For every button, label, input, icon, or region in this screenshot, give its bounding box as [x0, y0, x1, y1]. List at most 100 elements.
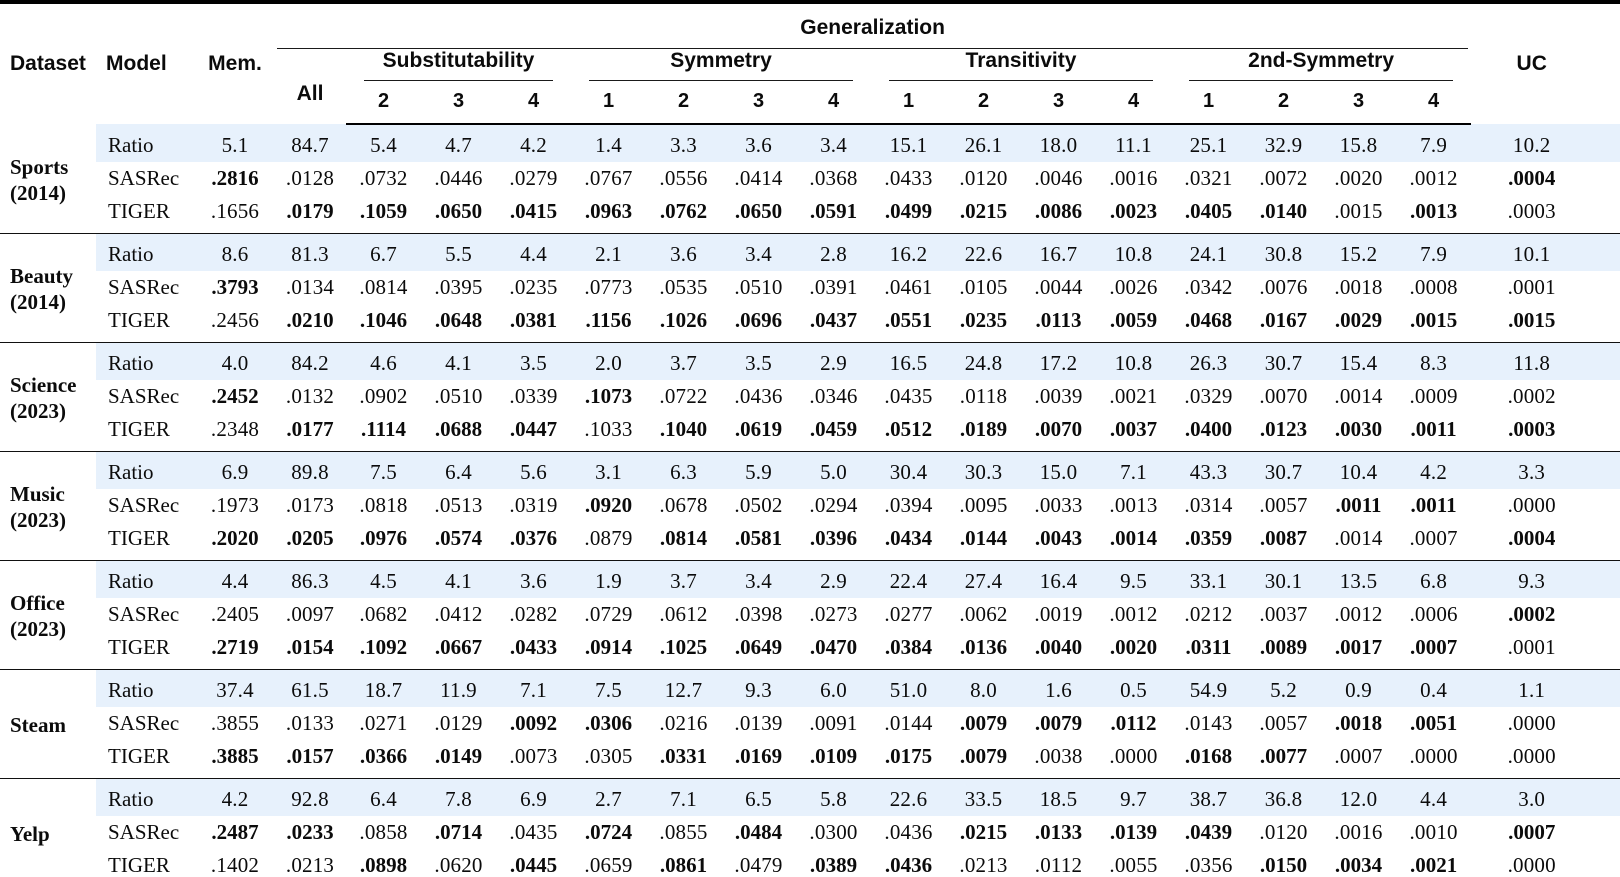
value-cell: .0129 — [434, 711, 483, 735]
value-cell: .1156 — [585, 308, 632, 332]
value-cell: .0398 — [734, 602, 783, 626]
value-cell: .0087 — [1259, 526, 1308, 550]
value-cell: .0359 — [1184, 526, 1233, 550]
value-cell: .2452 — [211, 384, 259, 408]
value-cell: .0026 — [1109, 275, 1158, 299]
value-cell: .0018 — [1334, 275, 1383, 299]
value-cell: .0023 — [1109, 199, 1158, 223]
value-cell: .0446 — [434, 166, 483, 190]
table-header: Dataset Model Mem. Generalization UC All… — [0, 2, 1620, 125]
value-cell: .0033 — [1034, 493, 1083, 517]
value-cell: 1.4 — [571, 124, 646, 162]
value-cell: 10.1 — [1471, 233, 1620, 271]
value-cell: .0510 — [434, 384, 483, 408]
value-cell: .0650 — [434, 199, 483, 223]
dataset-group: Beauty (2014) Ratio 8.6 81.3 6.7 5.5 4.4 2.1 3.6 3… — [0, 233, 1620, 343]
value-cell: .0133 — [285, 711, 335, 735]
value-cell: .0008 — [1409, 275, 1458, 299]
dataset-label: Science (2023) — [0, 342, 96, 452]
value-cell: .0079 — [1034, 711, 1083, 735]
value-cell: 92.8 — [274, 778, 346, 816]
value-cell: .0696 — [734, 308, 783, 332]
value-cell: 3.4 — [721, 233, 796, 271]
value-cell: 0.9 — [1321, 669, 1396, 707]
value-cell: .0976 — [359, 526, 408, 550]
value-cell: .0437 — [809, 308, 858, 332]
value-cell: .0329 — [1184, 384, 1233, 408]
value-cell: .0000 — [1507, 493, 1556, 517]
value-cell: 10.2 — [1471, 124, 1620, 162]
value-cell: 25.1 — [1171, 124, 1246, 162]
value-cell: .0021 — [1409, 853, 1458, 877]
model-label: TIGER — [108, 744, 170, 768]
value-cell: .0000 — [1109, 744, 1158, 768]
value-cell: .0037 — [1259, 602, 1308, 626]
value-cell: 3.5 — [496, 342, 571, 380]
value-cell: .0011 — [1410, 417, 1457, 441]
value-cell: .0502 — [734, 493, 783, 517]
value-cell: .0051 — [1409, 711, 1458, 735]
value-cell: 43.3 — [1171, 451, 1246, 489]
value-cell: .0282 — [509, 602, 558, 626]
value-cell: .0000 — [1507, 853, 1556, 877]
value-cell: 10.4 — [1321, 451, 1396, 489]
col-header-mem: Mem. — [208, 52, 262, 75]
value-cell: .0215 — [959, 820, 1008, 844]
value-cell: .0434 — [884, 526, 933, 550]
value-cell: .0556 — [659, 166, 708, 190]
value-cell: .0079 — [959, 744, 1008, 768]
value-cell: 7.9 — [1396, 124, 1472, 162]
value-cell: 0.5 — [1096, 669, 1171, 707]
value-cell: 5.9 — [721, 451, 796, 489]
value-cell: .0213 — [285, 853, 335, 877]
value-cell: .0235 — [509, 275, 558, 299]
value-cell: .0016 — [1334, 820, 1383, 844]
value-cell: .0105 — [959, 275, 1008, 299]
value-cell: .0070 — [1259, 384, 1308, 408]
model-label: Ratio — [96, 560, 196, 598]
value-cell: .0389 — [809, 853, 858, 877]
value-cell: 5.2 — [1246, 669, 1321, 707]
value-cell: 6.9 — [196, 451, 274, 489]
value-cell: 27.4 — [946, 560, 1021, 598]
value-cell: 4.2 — [1396, 451, 1472, 489]
col-header-all: All — [296, 81, 324, 105]
value-cell: .0097 — [285, 602, 335, 626]
value-cell: .0394 — [884, 493, 933, 517]
value-cell: 1.6 — [1021, 669, 1096, 707]
col-header-transitivity: Transitivity — [871, 49, 1171, 81]
value-cell: .0095 — [959, 493, 1008, 517]
value-cell: .0057 — [1259, 711, 1308, 735]
value-cell: .0513 — [434, 493, 483, 517]
model-label: TIGER — [108, 308, 170, 332]
subcol-header: 3 — [1321, 81, 1396, 125]
subcol-header: 2 — [346, 81, 421, 125]
value-cell: .0014 — [1334, 384, 1383, 408]
value-cell: .1973 — [210, 493, 260, 517]
value-cell: .0132 — [285, 384, 335, 408]
value-cell: .0279 — [509, 166, 558, 190]
value-cell: .0512 — [884, 417, 933, 441]
value-cell: 3.3 — [1471, 451, 1620, 489]
value-cell: .0015 — [1334, 199, 1383, 223]
value-cell: .0169 — [734, 744, 783, 768]
value-cell: .0001 — [1507, 635, 1556, 659]
value-cell: .0273 — [809, 602, 858, 626]
value-cell: 32.9 — [1246, 124, 1321, 162]
value-cell: .0619 — [734, 417, 783, 441]
value-cell: 30.3 — [946, 451, 1021, 489]
model-label: SASRec — [108, 275, 180, 299]
dataset-group: Science (2023) Ratio 4.0 84.2 4.6 4.1 3.5 2.0 3.7… — [0, 342, 1620, 452]
model-label: TIGER — [108, 417, 170, 441]
value-cell: .0306 — [584, 711, 633, 735]
value-cell: .0011 — [1410, 493, 1457, 517]
value-cell: 4.0 — [196, 342, 274, 380]
value-cell: 5.0 — [796, 451, 871, 489]
value-cell: .0070 — [1034, 417, 1083, 441]
value-cell: .0659 — [584, 853, 633, 877]
value-cell: .0177 — [286, 417, 334, 441]
value-cell: .0415 — [509, 199, 558, 223]
subcol-header: 3 — [421, 81, 496, 125]
value-cell: 6.7 — [346, 233, 421, 271]
value-cell: 12.0 — [1321, 778, 1396, 816]
